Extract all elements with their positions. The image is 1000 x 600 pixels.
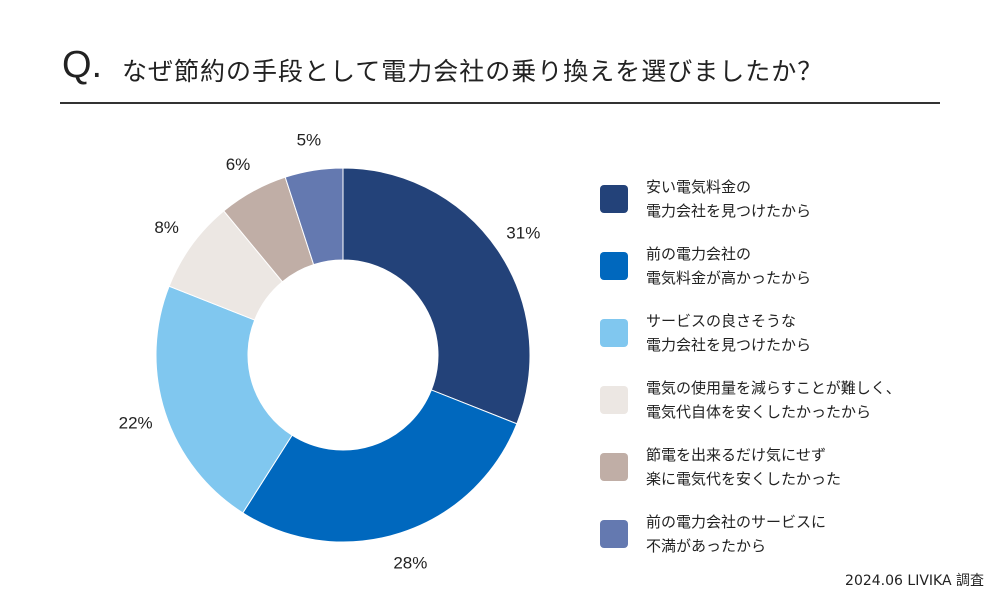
legend-swatch: [600, 184, 628, 213]
title-divider: [60, 102, 940, 104]
data-label: 5%: [297, 131, 322, 150]
legend-item: 安い電気料金の 電力会社を見つけたから: [600, 165, 901, 232]
legend-label: サービスの良さそうな 電力会社を見つけたから: [646, 311, 812, 354]
data-label: 6%: [226, 155, 251, 174]
page-title: なぜ節約の手段として電力会社の乗り換えを選びましたか？: [122, 57, 824, 86]
legend: 安い電気料金の 電力会社を見つけたから 前の電力会社の 電気料金が高かったから サー…: [600, 165, 901, 567]
legend-swatch: [600, 519, 628, 548]
legend-swatch: [600, 318, 628, 347]
legend-swatch: [600, 452, 628, 481]
data-label: 31%: [506, 223, 540, 242]
data-label: 28%: [393, 553, 427, 572]
legend-label: 前の電力会社のサービスに 不満があったから: [646, 512, 827, 555]
question-mark: Q.: [62, 44, 103, 86]
donut-slice: [155, 285, 293, 514]
legend-item: 前の電力会社のサービスに 不満があったから: [600, 500, 901, 567]
legend-item: 前の電力会社の 電気料金が高かったから: [600, 232, 901, 299]
legend-label: 節電を出来るだけ気にせず 楽に電気代を安くしたかった: [646, 445, 842, 488]
legend-label: 電気の使用量を減らすことが難しく、 電気代自体を安くしたかったから: [646, 378, 901, 421]
donut-slice: [284, 167, 344, 266]
donut-slice: [242, 389, 518, 543]
legend-item: 節電を出来るだけ気にせず 楽に電気代を安くしたかった: [600, 433, 901, 500]
legend-swatch: [600, 251, 628, 280]
legend-label: 安い電気料金の 電力会社を見つけたから: [646, 177, 812, 220]
legend-swatch: [600, 385, 628, 414]
data-label: 8%: [154, 218, 179, 237]
data-label: 22%: [119, 413, 153, 432]
legend-item: 電気の使用量を減らすことが難しく、 電気代自体を安くしたかったから: [600, 366, 901, 433]
source-note: 2024.06 LIVIKA 調査: [845, 573, 984, 589]
legend-label: 前の電力会社の 電気料金が高かったから: [646, 244, 812, 287]
donut-slice: [342, 167, 531, 425]
legend-item: サービスの良さそうな 電力会社を見つけたから: [600, 299, 901, 366]
